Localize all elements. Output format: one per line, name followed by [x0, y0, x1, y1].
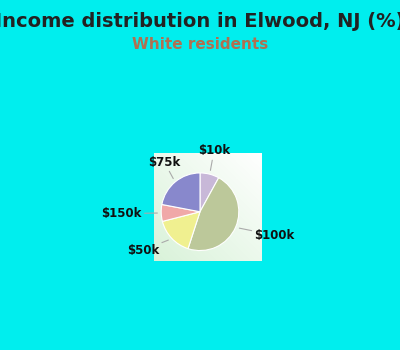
- Text: $150k: $150k: [102, 207, 157, 220]
- Wedge shape: [188, 178, 239, 251]
- Wedge shape: [161, 204, 200, 222]
- Wedge shape: [162, 173, 200, 212]
- Wedge shape: [162, 212, 200, 248]
- Text: Income distribution in Elwood, NJ (%): Income distribution in Elwood, NJ (%): [0, 12, 400, 31]
- Wedge shape: [200, 173, 219, 212]
- Text: $100k: $100k: [239, 228, 295, 242]
- Text: $50k: $50k: [127, 240, 168, 257]
- Text: White residents: White residents: [132, 37, 268, 52]
- Text: $10k: $10k: [198, 145, 230, 170]
- Text: $75k: $75k: [148, 155, 180, 178]
